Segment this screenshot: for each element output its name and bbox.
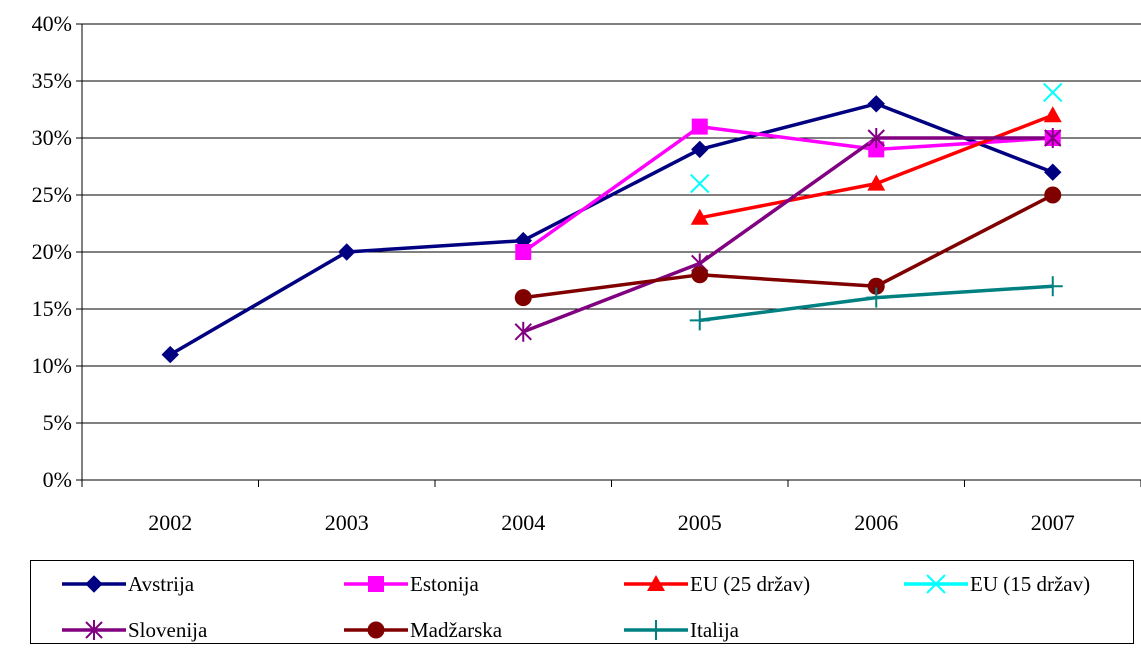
data-point-italija xyxy=(866,287,887,308)
series-line-avstrija xyxy=(169,102,1054,357)
legend-box xyxy=(30,560,1134,644)
y-tick-label: 10% xyxy=(32,353,72,378)
data-point-mad-arska xyxy=(514,289,532,307)
legend-marker xyxy=(85,575,103,593)
x-tick-label: 2006 xyxy=(854,510,898,535)
y-tick-label: 5% xyxy=(43,410,72,435)
legend-item-avstrija: Avstrija xyxy=(62,572,195,596)
x-tick-label: 2004 xyxy=(501,510,545,535)
data-point-avstrija xyxy=(1044,163,1062,181)
data-point-eu-25-dr-av xyxy=(690,208,709,225)
legend-label: Slovenija xyxy=(128,618,208,642)
legend-label: EU (15 držav) xyxy=(970,572,1090,596)
legend-item-eu-15-dr-av: EU (15 držav) xyxy=(904,572,1090,596)
series-lines xyxy=(169,102,1054,357)
data-point-italija xyxy=(1042,276,1063,297)
legend-marker xyxy=(85,620,103,640)
data-point-avstrija xyxy=(867,95,885,113)
data-point-slovenija xyxy=(1044,128,1062,148)
gridlines xyxy=(82,23,1141,424)
legend-item-slovenija: Slovenija xyxy=(62,618,208,642)
data-point-avstrija xyxy=(161,345,179,364)
x-tick-label: 2002 xyxy=(148,510,192,535)
series-line-slovenija xyxy=(522,136,1053,334)
data-point-avstrija xyxy=(691,140,709,159)
legend-marker xyxy=(647,575,665,591)
y-tick-label: 15% xyxy=(32,296,72,321)
y-tick-label: 20% xyxy=(32,239,72,264)
data-point-avstrija xyxy=(338,243,356,261)
legend-marker xyxy=(926,574,946,594)
x-tick-label: 2003 xyxy=(325,510,369,535)
data-point-mad-arska xyxy=(867,277,885,295)
legend-label: Avstrija xyxy=(128,572,195,596)
y-tick-label: 40% xyxy=(32,11,72,36)
data-point-italija xyxy=(689,310,710,331)
series-line-mad-arska xyxy=(523,193,1054,300)
legend-marker xyxy=(368,576,384,592)
data-point-estonija xyxy=(515,244,532,260)
legend-marker xyxy=(367,621,385,639)
series-markers xyxy=(161,82,1063,364)
data-point-eu-15-dr-av xyxy=(690,173,710,194)
legend-label: EU (25 držav) xyxy=(690,572,810,596)
legend-label: Estonija xyxy=(410,572,480,596)
legend-marker xyxy=(646,620,666,640)
data-point-eu-15-dr-av xyxy=(1043,82,1063,103)
data-point-mad-arska xyxy=(1044,186,1062,204)
data-point-mad-arska xyxy=(691,266,709,284)
y-tick-label: 25% xyxy=(32,182,72,207)
data-point-estonija xyxy=(691,118,708,135)
legend-item-mad-arska: Madžarska xyxy=(344,618,503,642)
series-line-estonija xyxy=(522,124,1053,254)
x-tick-label: 2007 xyxy=(1031,510,1075,535)
legend-label: Madžarska xyxy=(410,618,503,642)
legend-item-eu-25-dr-av: EU (25 držav) xyxy=(624,572,810,596)
legend: Avstrija Estonija EU (25 držav) EU (15 drža… xyxy=(30,560,1134,644)
data-point-slovenija xyxy=(514,321,532,342)
data-point-slovenija xyxy=(867,128,885,148)
data-point-eu-25-dr-av xyxy=(1043,106,1062,123)
data-point-eu-25-dr-av xyxy=(867,174,886,191)
legend-item-estonija: Estonija xyxy=(344,572,480,596)
legend-item-italija: Italija xyxy=(624,618,740,642)
y-tick-label: 0% xyxy=(43,467,72,492)
y-tick-label: 35% xyxy=(32,68,72,93)
data-point-estonija xyxy=(868,141,885,158)
axes: 0% 5% 10% 15% 20% 25% 30% 35% 40% 2002 2003 2004 200… xyxy=(32,11,1141,535)
legend-label: Italija xyxy=(690,618,740,642)
y-tick-label: 30% xyxy=(32,125,72,150)
x-tick-label: 2005 xyxy=(678,510,722,535)
